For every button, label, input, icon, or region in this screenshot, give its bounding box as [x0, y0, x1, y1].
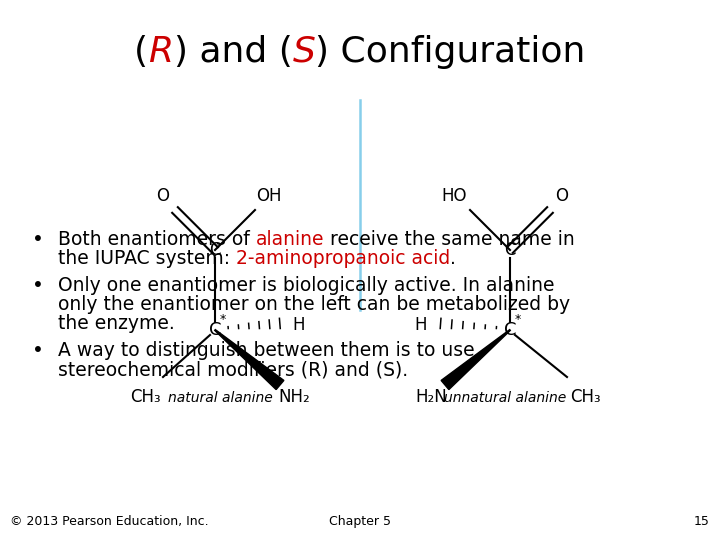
Text: © 2013 Pearson Education, Inc.: © 2013 Pearson Education, Inc.: [10, 515, 209, 528]
Text: 15: 15: [694, 515, 710, 528]
Text: Only one enantiomer is biologically active. In alanine: Only one enantiomer is biologically acti…: [58, 276, 554, 295]
Text: O: O: [556, 187, 569, 205]
Text: 2-aminopropanoic acid: 2-aminopropanoic acid: [236, 249, 451, 268]
Text: unnatural alanine: unnatural alanine: [444, 391, 566, 405]
Polygon shape: [441, 329, 510, 389]
Text: S: S: [292, 35, 315, 69]
Text: NH₂: NH₂: [278, 388, 310, 406]
Text: H: H: [293, 316, 305, 334]
Text: R: R: [148, 35, 174, 69]
Text: receive the same name in: receive the same name in: [324, 230, 575, 249]
Text: alanine: alanine: [256, 230, 324, 249]
Text: .: .: [451, 249, 456, 268]
Text: •: •: [32, 341, 44, 360]
Text: H₂N: H₂N: [415, 388, 447, 406]
Text: CH₃: CH₃: [570, 388, 600, 406]
Text: •: •: [32, 230, 44, 249]
Text: natural alanine: natural alanine: [168, 391, 272, 405]
Text: (: (: [135, 35, 148, 69]
Text: C: C: [504, 241, 516, 259]
Text: *: *: [515, 314, 521, 327]
Text: OH: OH: [256, 187, 282, 205]
Polygon shape: [215, 329, 284, 389]
Text: C: C: [210, 241, 221, 259]
Text: •: •: [32, 276, 44, 295]
Text: ) Configuration: ) Configuration: [315, 35, 585, 69]
Text: A way to distinguish between them is to use: A way to distinguish between them is to …: [58, 341, 474, 360]
Text: the IUPAC system:: the IUPAC system:: [58, 249, 236, 268]
Text: Both enantiomers of: Both enantiomers of: [58, 230, 256, 249]
Text: ) and (: ) and (: [174, 35, 292, 69]
Text: C: C: [209, 321, 221, 339]
Text: HO: HO: [441, 187, 467, 205]
Text: Chapter 5: Chapter 5: [329, 515, 391, 528]
Text: only the enantiomer on the left can be metabolized by: only the enantiomer on the left can be m…: [58, 295, 570, 314]
Text: C: C: [504, 321, 516, 339]
Text: the enzyme.: the enzyme.: [58, 314, 175, 333]
Text: CH₃: CH₃: [130, 388, 161, 406]
Text: H: H: [415, 316, 427, 334]
Text: stereochemical modifiers (R) and (S).: stereochemical modifiers (R) and (S).: [58, 360, 408, 379]
Text: *: *: [220, 314, 226, 327]
Text: O: O: [156, 187, 169, 205]
